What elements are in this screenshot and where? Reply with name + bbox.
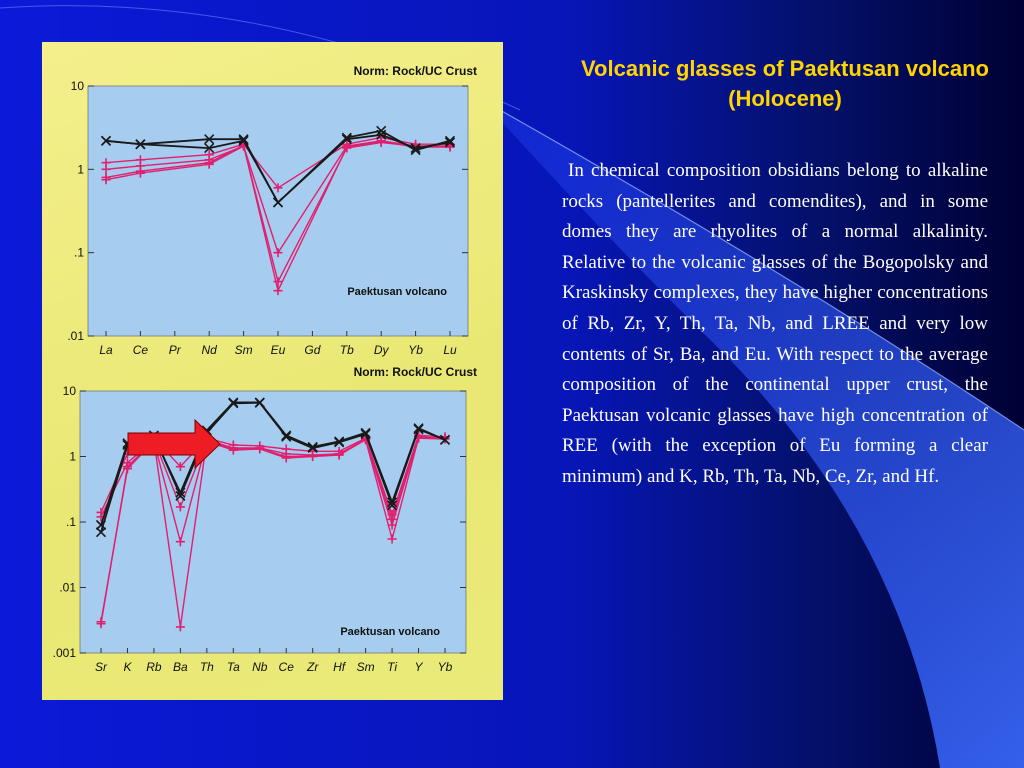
plus-marker bbox=[175, 537, 185, 547]
x-tick-label: Ti bbox=[387, 660, 397, 674]
x-tick-label: Rb bbox=[146, 660, 162, 674]
y-tick-label: .1 bbox=[66, 515, 76, 529]
series-line bbox=[100, 437, 446, 622]
x-marker bbox=[135, 139, 146, 150]
x-marker bbox=[228, 398, 239, 409]
x-marker bbox=[238, 135, 249, 146]
x-marker bbox=[387, 500, 398, 511]
x-tick-label: Ta bbox=[227, 660, 240, 674]
plus-marker bbox=[445, 142, 455, 152]
x-tick-label: Sm bbox=[357, 660, 375, 674]
x-marker bbox=[410, 142, 421, 154]
x-tick-label: Gd bbox=[304, 343, 320, 357]
plus-marker bbox=[175, 462, 185, 472]
multi-element-spider-diagram: Norm: Rock/UC Crust 10 1 .1 .01 .001 Sr K Rb Ba… bbox=[53, 365, 477, 674]
x-tick-label: Lu bbox=[443, 343, 457, 357]
x-tick-label: La bbox=[99, 343, 113, 357]
plus-marker bbox=[204, 158, 214, 168]
plot-area bbox=[79, 390, 467, 654]
x-tick-label: Zr bbox=[306, 660, 319, 674]
slide-title: Volcanic glasses of Paektusan volcano (H… bbox=[581, 56, 989, 111]
y-tick-label: 1 bbox=[69, 450, 76, 464]
y-tick-label: 10 bbox=[71, 79, 85, 93]
plus-marker bbox=[96, 619, 106, 629]
plus-marker bbox=[273, 183, 283, 193]
x-marker bbox=[204, 142, 215, 154]
x-tick-label: Yb bbox=[408, 343, 423, 357]
y-tick-label: 10 bbox=[63, 384, 77, 398]
background-swoosh bbox=[500, 110, 1024, 768]
volcano-annotation: Paektusan volcano bbox=[347, 286, 447, 298]
plus-marker bbox=[101, 164, 111, 174]
x-tick-label: K bbox=[123, 660, 132, 674]
figure-panel: Norm: Rock/UC Crust 10 1 .1 .01 La Ce Pr Nd Sm E… bbox=[42, 42, 503, 700]
plot-area bbox=[87, 85, 469, 337]
right-arrow-icon bbox=[127, 418, 221, 470]
x-tick-label: Nd bbox=[202, 343, 218, 357]
plus-marker bbox=[255, 444, 265, 454]
volcano-annotation: Paektusan volcano bbox=[340, 626, 440, 638]
plus-marker bbox=[228, 444, 238, 454]
x-tick-label: Eu bbox=[271, 343, 286, 357]
plus-marker bbox=[387, 514, 397, 524]
x-marker bbox=[100, 135, 112, 146]
x-tick-label: Tb bbox=[340, 343, 354, 357]
plus-marker bbox=[281, 452, 291, 461]
plus-marker bbox=[342, 142, 352, 152]
plus-marker bbox=[175, 502, 185, 512]
plus-marker bbox=[122, 462, 132, 472]
y-tick-label: .01 bbox=[67, 329, 84, 343]
x-tick-label: Sm bbox=[235, 343, 253, 357]
norm-label: Norm: Rock/UC Crust bbox=[354, 64, 477, 78]
x-marker bbox=[341, 132, 352, 143]
x-marker bbox=[360, 429, 371, 440]
norm-label: Norm: Rock/UC Crust bbox=[354, 365, 477, 379]
body-text: In chemical composition obsidians belong… bbox=[562, 160, 988, 487]
x-tick-label: Ce bbox=[279, 660, 295, 674]
x-tick-label: Pr bbox=[169, 343, 182, 357]
x-marker bbox=[272, 197, 284, 208]
plus-marker bbox=[334, 449, 344, 459]
x-marker bbox=[334, 437, 345, 448]
plus-marker bbox=[273, 286, 283, 296]
plus-marker bbox=[175, 622, 185, 632]
x-marker bbox=[204, 134, 215, 145]
plus-marker bbox=[135, 166, 145, 176]
x-tick-label: Sr bbox=[95, 660, 108, 674]
x-marker bbox=[175, 490, 186, 502]
plus-marker bbox=[308, 451, 318, 461]
x-marker bbox=[281, 431, 292, 442]
x-tick-label: Th bbox=[200, 660, 214, 674]
x-marker bbox=[376, 129, 387, 140]
x-marker bbox=[413, 424, 424, 435]
plus-marker bbox=[101, 172, 111, 182]
x-tick-label: Dy bbox=[374, 343, 390, 357]
x-marker bbox=[444, 137, 456, 148]
plus-marker bbox=[376, 137, 386, 147]
x-tick-label: Y bbox=[415, 660, 424, 674]
x-marker bbox=[95, 527, 107, 538]
y-tick-label: .001 bbox=[53, 646, 77, 660]
x-marker bbox=[376, 125, 387, 136]
x-tick-label: Nb bbox=[252, 660, 268, 674]
ree-spider-diagram: Norm: Rock/UC Crust 10 1 .1 .01 La Ce Pr Nd Sm E… bbox=[67, 64, 477, 357]
x-tick-label: Yb bbox=[438, 660, 453, 674]
x-marker bbox=[254, 397, 265, 408]
plus-marker bbox=[273, 248, 283, 258]
x-marker bbox=[341, 134, 352, 145]
x-tick-label: Hf bbox=[333, 660, 347, 674]
x-tick-label: Ba bbox=[173, 660, 188, 674]
y-tick-label: .1 bbox=[74, 246, 84, 260]
y-tick-label: .01 bbox=[59, 581, 76, 595]
x-marker bbox=[439, 434, 451, 445]
plus-marker bbox=[273, 277, 283, 287]
y-tick-label: 1 bbox=[77, 162, 84, 176]
plus-marker bbox=[387, 534, 397, 544]
x-tick-label: Ce bbox=[133, 343, 149, 357]
x-marker bbox=[307, 442, 318, 454]
